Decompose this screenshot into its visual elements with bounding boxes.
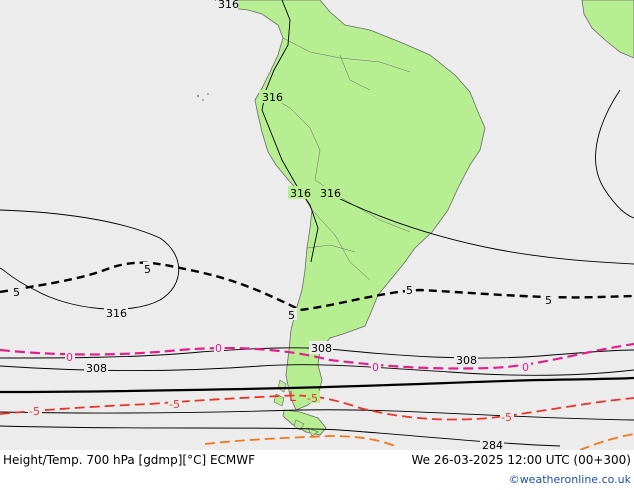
height-label: 316 bbox=[290, 187, 311, 200]
height-label: 308 bbox=[311, 342, 332, 355]
temp-label: 5 bbox=[144, 263, 151, 276]
temp-label: 5 bbox=[545, 294, 552, 307]
low-pressure-marker: L bbox=[289, 390, 297, 405]
height-contour-thick bbox=[0, 376, 634, 394]
isotherm-zero-labels: 0 0 0 0 bbox=[65, 341, 531, 374]
isotherm-zero bbox=[0, 342, 634, 370]
isotherm-minus10-east bbox=[579, 433, 634, 451]
temp-label: 5 bbox=[13, 286, 20, 299]
caribbean-land bbox=[581, 0, 634, 59]
temp-label: 0 bbox=[215, 342, 222, 355]
galapagos-islands bbox=[196, 93, 209, 101]
height-label: 284 bbox=[482, 439, 503, 450]
temp-label: -5 bbox=[29, 405, 40, 418]
country-borders bbox=[267, 37, 411, 281]
height-label: 316 bbox=[320, 187, 341, 200]
temp-label: 0 bbox=[522, 361, 529, 374]
temp-label: 0 bbox=[66, 351, 73, 364]
contour-316-andes bbox=[261, 0, 319, 263]
height-label-group: 316 316 316 316 316 308 308 308 284 bbox=[84, 0, 504, 452]
valid-time: We 26-03-2025 12:00 UTC (00+300) bbox=[411, 453, 631, 467]
height-label: 316 bbox=[262, 91, 283, 104]
temp-label: 5 bbox=[288, 309, 295, 322]
contour-316-atlantic bbox=[317, 187, 634, 265]
height-label: 316 bbox=[218, 0, 239, 11]
chart-title: Height/Temp. 700 hPa [gdmp][°C] ECMWF bbox=[3, 453, 256, 467]
temp-label: -5 bbox=[501, 411, 512, 424]
isotherm-minus10 bbox=[204, 435, 396, 447]
height-label: 316 bbox=[106, 307, 127, 320]
temp-label: 5 bbox=[406, 284, 413, 297]
height-label: 308 bbox=[456, 354, 477, 367]
isotherm-plus5-labels: 5 5 5 5 5 bbox=[12, 262, 554, 322]
temp-label: 0 bbox=[372, 361, 379, 374]
contour-308 bbox=[0, 347, 634, 359]
height-label: 308 bbox=[86, 362, 107, 375]
contour-316-caribbean bbox=[595, 89, 634, 219]
isotherm-minus5-labels: -5 -5 -5 -5 bbox=[28, 391, 514, 424]
temp-label: -5 bbox=[307, 392, 318, 405]
isotherm-plus5 bbox=[0, 261, 634, 312]
source-credit-link[interactable]: ©weatheronline.co.uk bbox=[508, 473, 631, 486]
temp-label: -5 bbox=[169, 398, 180, 411]
map-footer bbox=[0, 450, 634, 490]
contour-300 bbox=[0, 364, 634, 376]
contour-292 bbox=[0, 409, 634, 421]
